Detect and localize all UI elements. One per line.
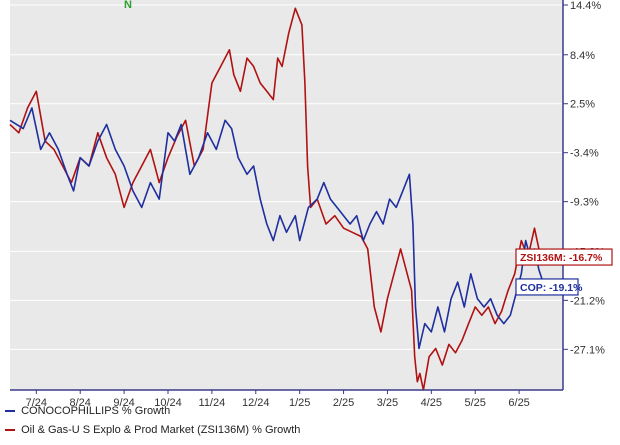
legend-item-cop: CONOCOPHILLIPS % Growth [5,405,170,417]
end-tag-box-zsi136m [515,248,613,266]
y-tick-label-0: 14.4% [570,0,601,12]
end-tag-zsi136m: ZSI136M: -16.7% [515,248,613,266]
x-tick-label-8: 3/25 [377,397,398,409]
x-tick-label-7: 2/25 [333,397,354,409]
series-line-cop [9,107,545,350]
legend-label-zsi136m: Oil & Gas-U S Explo & Prod Market (ZSI13… [21,424,301,436]
legend-swatch-cop [5,410,15,413]
end-tag-label-zsi136m: ZSI136M: -16.7% [520,252,603,264]
x-tick-label-9: 4/25 [421,397,442,409]
legend-item-zsi136m: Oil & Gas-U S Explo & Prod Market (ZSI13… [5,424,300,436]
x-tick-label-3: 10/24 [154,397,182,409]
series-layer [9,7,545,391]
plot-background [10,0,563,390]
y-tick-label-1: 8.4% [570,50,595,62]
y-tick-label-4: -9.3% [570,197,599,209]
legend-swatch-zsi136m [5,429,15,432]
end-tag-cop: COP: -19.1% [515,278,583,296]
series-line-zsi136m [9,7,545,391]
x-tick-label-0: 7/24 [26,397,47,409]
x-tick-label-10: 5/25 [465,397,486,409]
x-tick-label-11: 6/25 [508,397,529,409]
legend-label-cop: CONOCOPHILLIPS % Growth [21,405,171,417]
x-tick-label-5: 12/24 [242,397,270,409]
end-tag-box-cop [515,278,579,296]
x-tick-label-6: 1/25 [289,397,310,409]
x-tick-label-1: 8/24 [70,397,91,409]
y-tick-label-3: -3.4% [570,148,599,160]
axes: 14.4%8.4%2.5%-3.4%-9.3%-15.3%-21.2%-27.1… [10,0,605,409]
y-tick-label-7: -27.1% [570,344,605,356]
grid [10,4,563,350]
plot-area [10,0,563,390]
x-tick-label-4: 11/24 [199,397,226,409]
end-tags: COP: -19.1% ZSI136M: -16.7% [515,248,613,296]
y-tick-label-2: 2.5% [570,99,595,111]
x-tick-label-2: 9/24 [113,397,134,409]
end-tag-label-cop: COP: -19.1% [520,282,583,294]
top-marker: N [124,0,132,11]
y-tick-label-6: -21.2% [570,295,605,307]
